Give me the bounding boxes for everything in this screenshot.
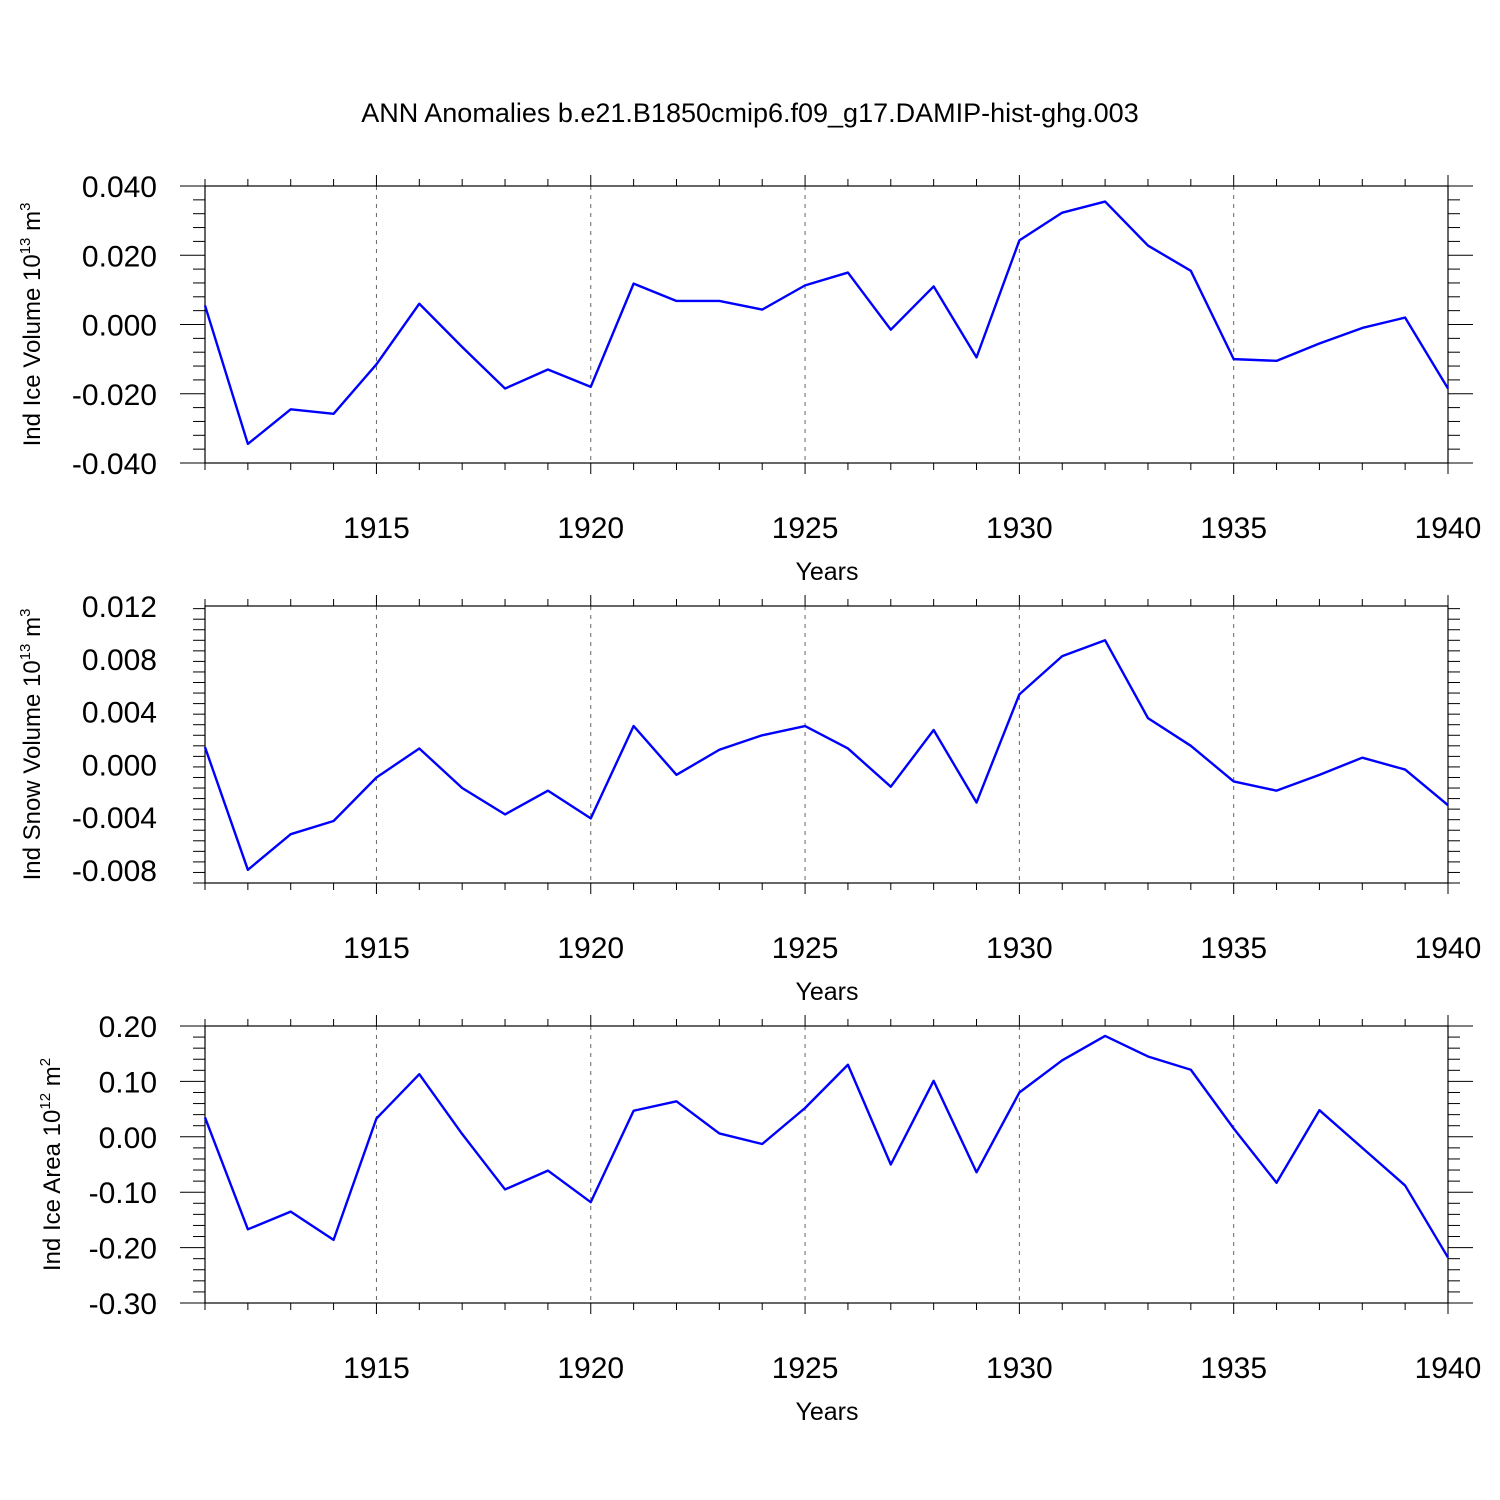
x-tick-label: 1940 bbox=[1415, 512, 1482, 545]
plot-frame bbox=[204, 605, 1449, 884]
x-tick-label: 1940 bbox=[1415, 1352, 1482, 1385]
x-tick-label: 1930 bbox=[986, 1352, 1053, 1385]
x-tick-label: 1915 bbox=[343, 512, 410, 545]
series-line bbox=[203, 639, 1449, 872]
y-tick-label: -0.008 bbox=[72, 855, 157, 888]
x-tick-label: 1920 bbox=[557, 512, 624, 545]
x-tick-label: 1940 bbox=[1415, 932, 1482, 965]
chart-panel-2: 0.012 0.008 0.004 0.000 -0.004 -0.008 1915 1920… bbox=[17, 591, 1481, 1006]
y-tick-label: -0.30 bbox=[89, 1288, 157, 1321]
y-tick-label: 0.004 bbox=[82, 697, 157, 730]
y-tick-label: -0.004 bbox=[72, 802, 157, 835]
y-tick-label: 0.10 bbox=[99, 1066, 157, 1099]
series-line bbox=[203, 1034, 1450, 1259]
plot-frame bbox=[204, 185, 1449, 464]
x-tick-label: 1925 bbox=[772, 1352, 839, 1385]
x-axis-label: Years bbox=[795, 978, 858, 1006]
y-tick-label: -0.020 bbox=[72, 379, 157, 412]
page-title: ANN Anomalies b.e21.B1850cmip6.f09_g17.D… bbox=[361, 98, 1139, 128]
y-tick-label: 0.040 bbox=[82, 171, 157, 204]
x-tick-label: 1930 bbox=[986, 512, 1053, 545]
x-axis-label: Years bbox=[795, 558, 858, 586]
plot-frame bbox=[204, 1025, 1449, 1304]
x-tick-label: 1920 bbox=[557, 1352, 624, 1385]
x-tick-label: 1930 bbox=[986, 932, 1053, 965]
y-axis-label: Ind Ice Area 1012 m2 bbox=[37, 1058, 66, 1271]
y-tick-label: -0.10 bbox=[89, 1177, 157, 1210]
y-tick-label: -0.20 bbox=[89, 1233, 157, 1266]
x-tick-label: 1935 bbox=[1200, 932, 1267, 965]
y-tick-label: 0.00 bbox=[99, 1122, 157, 1155]
y-tick-label: 0.20 bbox=[99, 1011, 157, 1044]
x-tick-label: 1935 bbox=[1200, 512, 1267, 545]
x-tick-label: 1925 bbox=[772, 932, 839, 965]
x-tick-label: 1935 bbox=[1200, 1352, 1267, 1385]
chart-panel-1: 0.040 0.020 0.000 -0.020 -0.040 1915 1920 1925 1… bbox=[17, 171, 1481, 586]
y-tick-label: 0.000 bbox=[82, 310, 157, 343]
x-tick-label: 1915 bbox=[343, 932, 410, 965]
x-tick-label: 1915 bbox=[343, 1352, 410, 1385]
y-tick-label: 0.020 bbox=[82, 240, 157, 273]
x-tick-label: 1925 bbox=[772, 512, 839, 545]
y-tick-label: -0.040 bbox=[72, 448, 157, 481]
y-tick-label: 0.000 bbox=[82, 749, 157, 782]
y-tick-label: 0.012 bbox=[82, 591, 157, 624]
chart-panel-3: 0.20 0.10 0.00 -0.10 -0.20 -0.30 1915 1920 1925 1… bbox=[37, 1011, 1481, 1426]
y-tick-label: 0.008 bbox=[82, 644, 157, 677]
x-axis-label: Years bbox=[795, 1398, 858, 1426]
y-axis-label: Ind Snow Volume 1013 m3 bbox=[17, 609, 46, 881]
series-line bbox=[203, 200, 1450, 446]
y-axis-label: Ind Ice Volume 1013 m3 bbox=[17, 203, 46, 447]
x-tick-label: 1920 bbox=[557, 932, 624, 965]
